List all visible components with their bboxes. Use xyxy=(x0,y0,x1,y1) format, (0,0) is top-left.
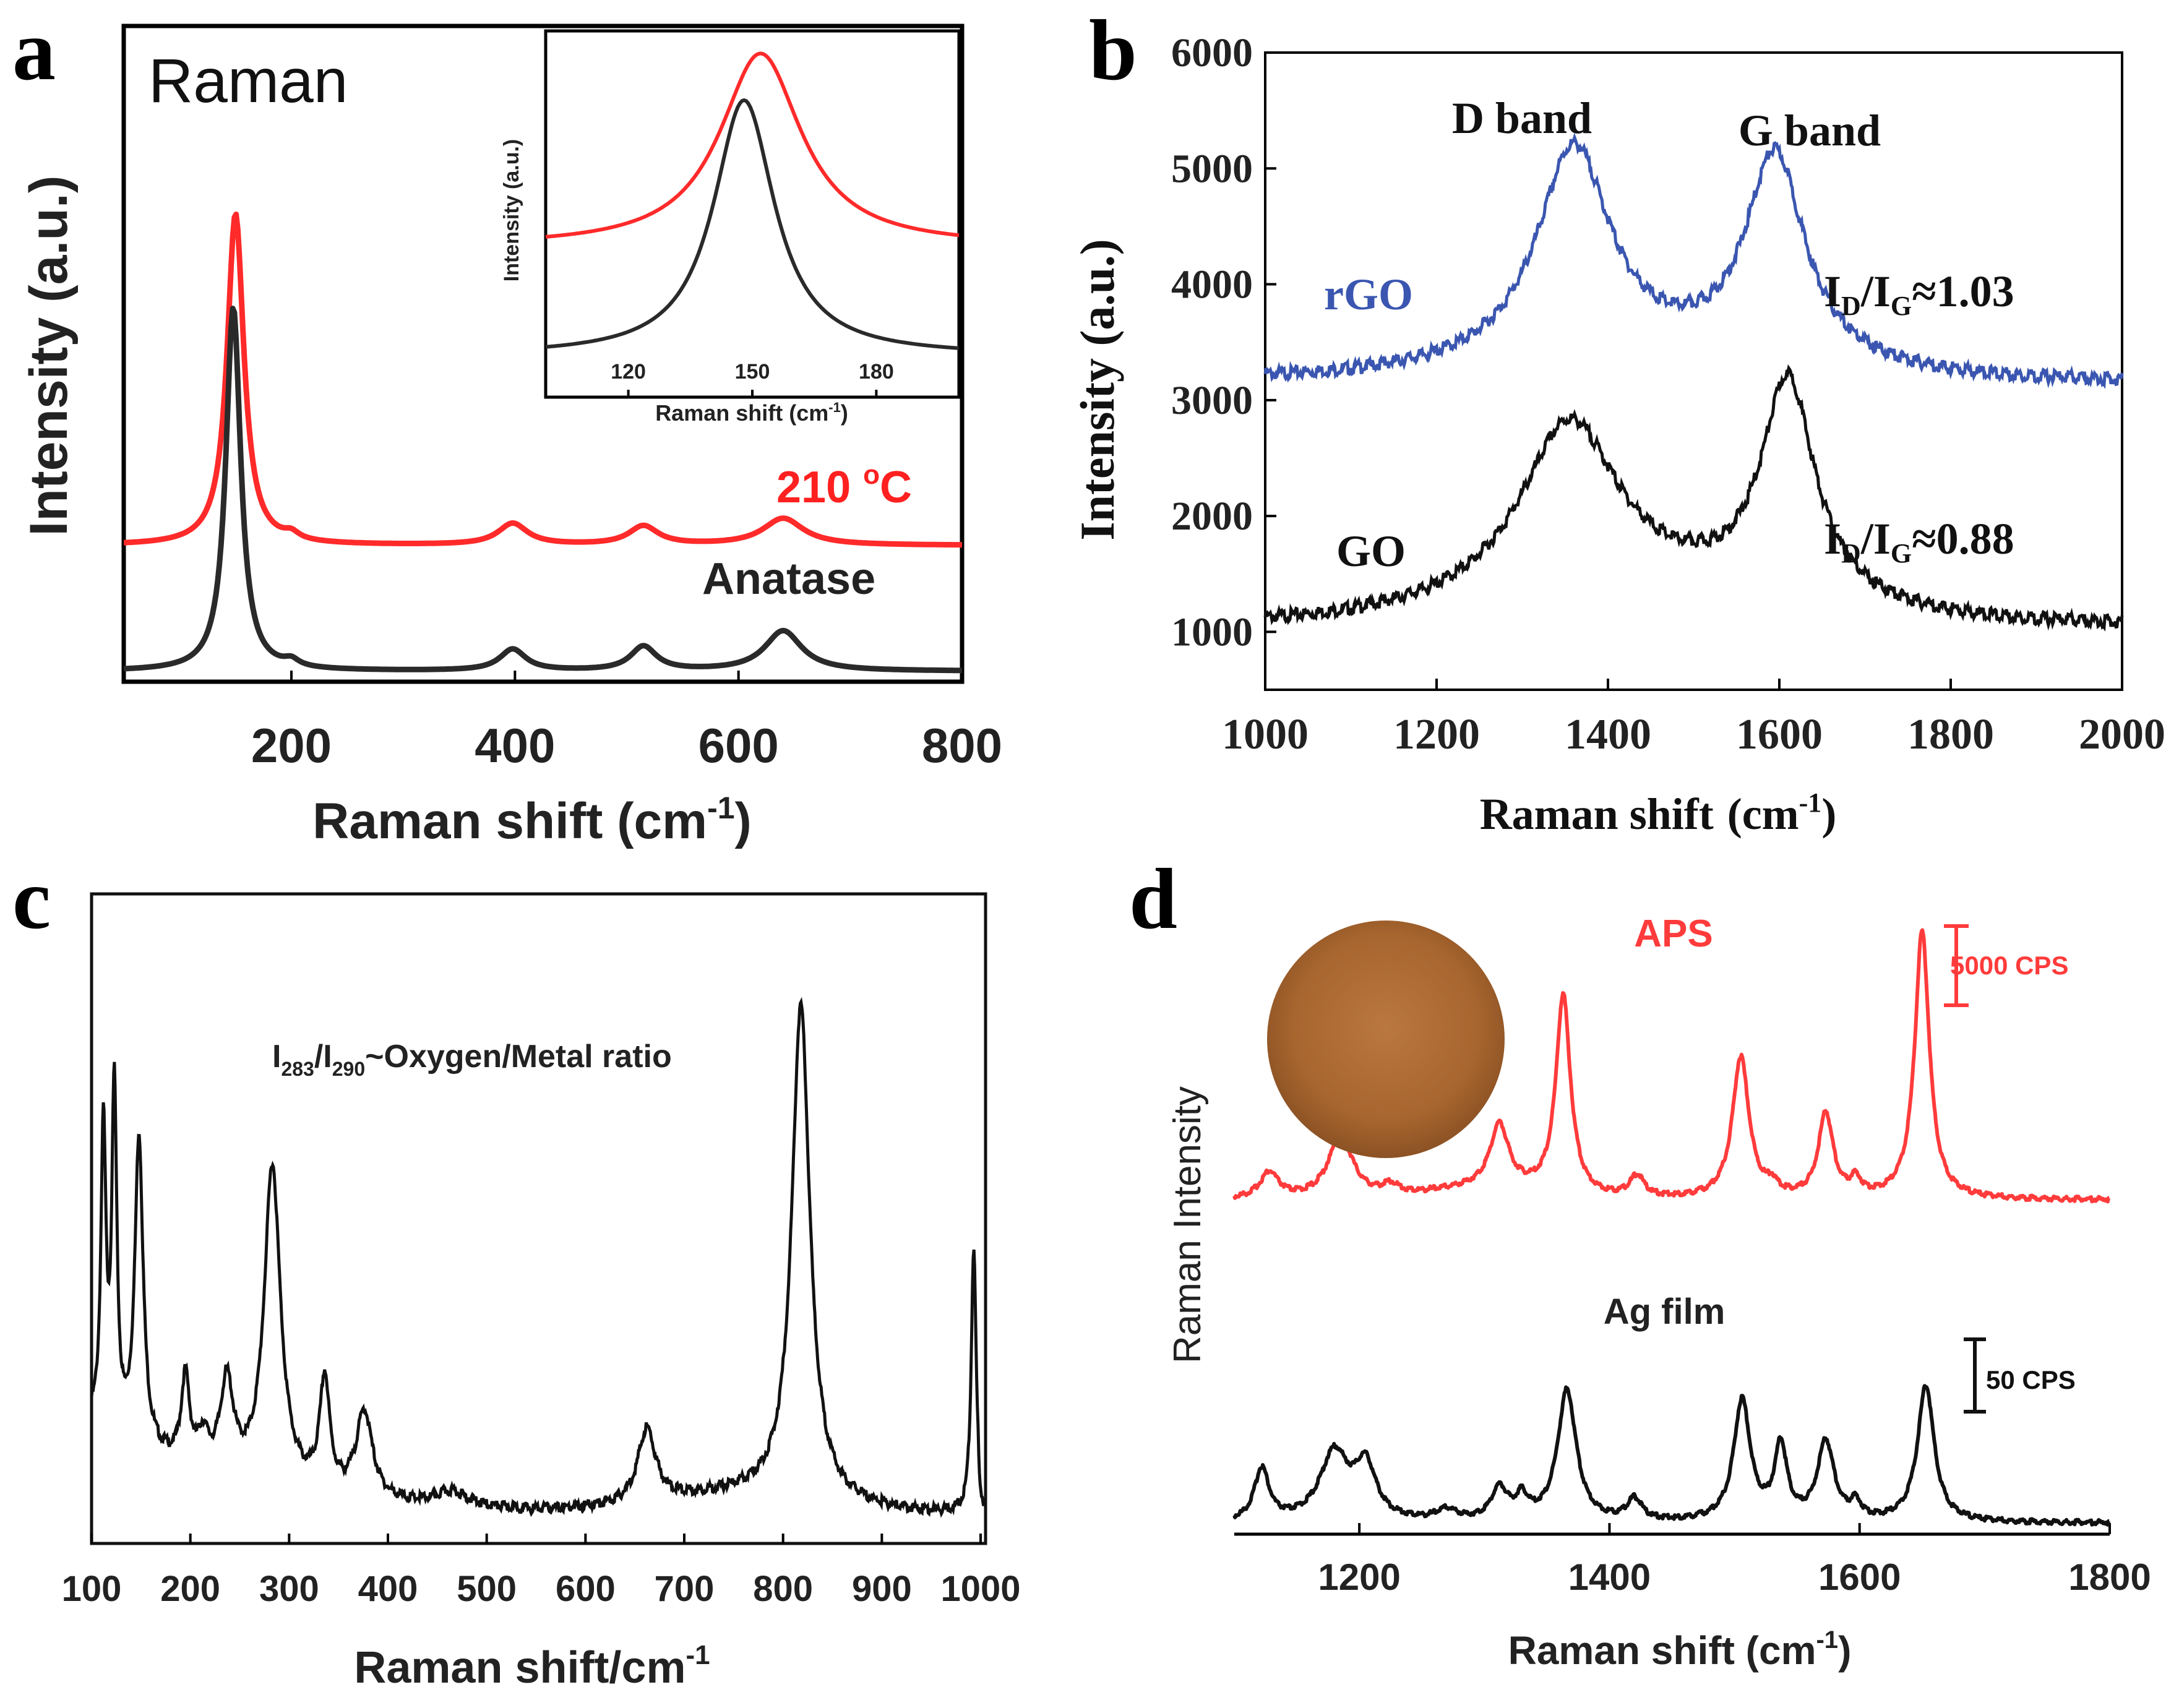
panel-a-inset-ylabel: Intensity (a.u.) xyxy=(500,139,523,281)
panel-a-inset-series-1 xyxy=(545,98,960,350)
panel-d-letter: d xyxy=(1129,851,1177,947)
panel-b-annotation-g-band: G band xyxy=(1738,106,1881,155)
panel-b-series-rgo xyxy=(1263,132,2124,389)
panel-b-y-tick-label: 4000 xyxy=(1171,262,1253,307)
panel-b-series-go xyxy=(1263,364,2124,632)
panel-a-inset-x-ticks: 120 150 180 xyxy=(611,360,894,397)
panel-c: c 100 200 300 400 500 600 700 800 900 1000 I283/I… xyxy=(12,851,1021,1693)
panel-b-x-tick-label: 1200 xyxy=(1393,711,1480,758)
panel-a-x-tick-label: 600 xyxy=(698,718,779,773)
panel-a-label-210C: 210 oC xyxy=(776,460,912,512)
panel-a-inset-x-tick-label: 180 xyxy=(859,360,894,384)
panel-d-series-aps xyxy=(1232,928,2110,1204)
panel-c-x-tick-label: 300 xyxy=(259,1569,319,1609)
panel-c-xlabel: Raman shift/cm-1 xyxy=(354,1640,710,1693)
panel-b-ylabel: Intensity (a.u.) xyxy=(1070,239,1124,541)
panel-a-ylabel: Intensity (a.u.) xyxy=(19,176,79,536)
panel-b-letter: b xyxy=(1089,2,1137,98)
panel-d-xlabel: Raman shift (cm-1) xyxy=(1508,1626,1852,1673)
panel-a-inset-series-0 xyxy=(545,51,960,239)
panel-b-label-rgo: rGO xyxy=(1324,270,1413,319)
panel-b-y-tick-label: 5000 xyxy=(1171,146,1253,191)
panel-b-y-tick-label: 2000 xyxy=(1171,494,1253,539)
panel-c-x-tick-label: 700 xyxy=(655,1569,715,1609)
panel-b-x-tick-label: 1000 xyxy=(1222,711,1309,758)
panel-d: d 1200 1400 1600 1800 APS Ag film 5000 CPS … xyxy=(1129,851,2151,1673)
panel-a-inset-lines xyxy=(545,51,960,350)
panel-a-lines xyxy=(122,212,963,674)
panel-a-x-ticks: 200 400 600 800 xyxy=(251,671,1002,773)
panel-a-xlabel: Raman shift (cm-1) xyxy=(312,791,752,849)
panel-c-x-tick-label: 200 xyxy=(160,1569,220,1609)
panel-c-x-tick-label: 1000 xyxy=(941,1569,1021,1609)
panel-d-scalebar-5000: 5000 CPS xyxy=(1944,924,2068,1007)
panel-c-series xyxy=(90,997,987,1518)
panel-d-x-tick-label: 1800 xyxy=(2068,1556,2151,1598)
panel-c-lines xyxy=(90,997,987,1518)
panel-c-x-tick-label: 500 xyxy=(457,1569,517,1609)
panel-d-lines xyxy=(1232,928,2110,1527)
panel-b-y-tick-label: 6000 xyxy=(1171,30,1253,75)
panel-d-x-tick-label: 1200 xyxy=(1318,1556,1400,1598)
panel-a-series-anatase xyxy=(122,306,963,674)
panel-b-x-tick-label: 1800 xyxy=(1907,711,1994,758)
panel-b-y-tick-label: 1000 xyxy=(1171,609,1253,654)
panel-c-x-tick-label: 800 xyxy=(753,1569,813,1609)
panel-a-x-tick-label: 200 xyxy=(251,718,332,773)
panel-a-inset-xlabel: Raman shift (cm-1) xyxy=(655,400,848,426)
panel-d-sample-photo xyxy=(1267,921,1505,1158)
panel-b-annotation-d-band: D band xyxy=(1452,93,1592,143)
panel-b-x-tick-label: 1600 xyxy=(1736,711,1823,758)
panel-a-label-anatase: Anatase xyxy=(702,554,875,604)
panel-a-frame xyxy=(121,24,965,684)
panel-c-x-tick-label: 100 xyxy=(62,1569,122,1609)
panel-a-x-tick-label: 800 xyxy=(922,718,1002,773)
panel-d-x-ticks: 1200 1400 1600 1800 xyxy=(1318,1523,2151,1598)
panel-a-x-tick-label: 400 xyxy=(475,718,555,773)
panel-c-x-ticks: 100 200 300 400 500 600 700 800 900 1000 xyxy=(62,1534,1021,1609)
panel-b-lines xyxy=(1263,132,2124,632)
panel-c-frame xyxy=(90,892,987,1545)
panel-b-xlabel: Raman shift (cm-1) xyxy=(1480,787,1837,839)
panel-b-x-ticks: 1000 1200 1400 1600 1800 2000 xyxy=(1222,679,2165,758)
panel-c-letter: c xyxy=(12,851,51,947)
panel-d-series-ag-film xyxy=(1232,1384,2110,1527)
panel-b-x-tick-label: 1400 xyxy=(1565,711,1651,758)
panel-a-series-210C xyxy=(122,212,963,548)
panel-b-ratio-go: ID/IG≈0.88 xyxy=(1824,514,2014,569)
panel-d-label-aps: APS xyxy=(1634,912,1713,955)
panel-a-inset-x-tick-label: 120 xyxy=(611,360,646,384)
panel-c-x-tick-label: 400 xyxy=(358,1569,418,1609)
panel-d-scalebar-50: 50 CPS xyxy=(1964,1337,2076,1414)
panel-c-annotation: I283/I290~Oxygen/Metal ratio xyxy=(272,1039,672,1080)
panel-a-inset-x-tick-label: 150 xyxy=(735,360,770,384)
panel-a-title: Raman xyxy=(148,46,348,116)
panel-c-x-tick-label: 600 xyxy=(556,1569,616,1609)
panel-d-x-tick-label: 1600 xyxy=(1818,1556,1901,1598)
panel-a-letter: a xyxy=(12,2,56,98)
panel-c-x-tick-label: 900 xyxy=(852,1569,912,1609)
panel-a: a Raman 200 400 600 800 210 oC Anatase Inte… xyxy=(12,2,1002,849)
panel-b-label-go: GO xyxy=(1336,526,1406,576)
panel-d-scalebar-5000-label: 5000 CPS xyxy=(1950,951,2068,980)
panel-d-x-tick-label: 1400 xyxy=(1568,1556,1651,1598)
panel-d-scalebar-50-label: 50 CPS xyxy=(1986,1365,2076,1394)
panel-d-ylabel: Raman Intensity xyxy=(1166,1086,1209,1363)
panel-a-inset: 120 150 180 Intensity (a.u.) Raman shift (… xyxy=(500,29,961,426)
panel-b-y-tick-label: 3000 xyxy=(1171,378,1253,423)
panel-b-ratio-rgo: ID/IG≈1.03 xyxy=(1824,267,2014,321)
panel-d-label-ag-film: Ag film xyxy=(1604,1292,1726,1332)
panel-b: b 1000 1200 1400 1600 1800 2000 1000 2000 3000 4… xyxy=(1070,2,2165,839)
panel-b-x-tick-label: 2000 xyxy=(2079,711,2165,758)
panel-b-y-ticks: 1000 2000 3000 4000 5000 6000 xyxy=(1171,30,1276,654)
